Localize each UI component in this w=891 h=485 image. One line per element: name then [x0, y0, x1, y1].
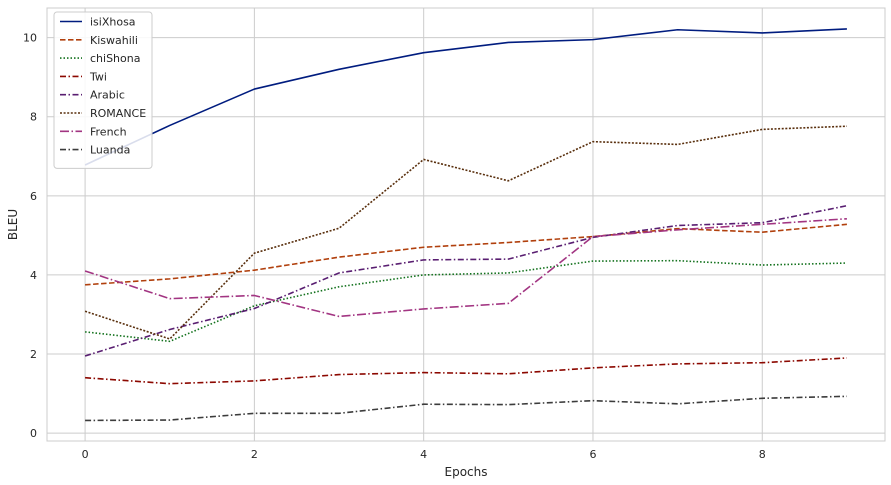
series-line-romance: [84, 125, 847, 340]
x-tick-label: 2: [251, 448, 258, 461]
series-line-twi: [85, 357, 847, 385]
y-tick-label: 8: [30, 111, 37, 124]
legend: isiXhosa Kiswahili chiShona Twi Arabic ROMANC…: [53, 11, 153, 169]
plot-frame: [46, 7, 886, 442]
plot-area: [47, 8, 885, 441]
x-tick-label: 6: [589, 448, 596, 461]
series-line-arabic: [84, 204, 848, 357]
legend-label: Twi: [89, 70, 107, 83]
legend-label: Arabic: [90, 89, 125, 102]
y-tick-label: 6: [30, 190, 37, 203]
grid-lines: [47, 8, 885, 441]
series-line-luanda: [85, 395, 847, 422]
y-axis-label: BLEU: [6, 209, 20, 240]
legend-box: [53, 11, 153, 169]
series-line-isixhosa: [84, 28, 847, 166]
y-tick-label: 4: [30, 269, 37, 282]
y-tick-label: 2: [30, 348, 37, 361]
x-tick-label: 8: [759, 448, 766, 461]
y-tick-labels: 0 2 4 6 8 10: [23, 32, 37, 440]
y-tick-label: 0: [30, 427, 37, 440]
x-tick-label: 0: [82, 448, 89, 461]
legend-label: isiXhosa: [90, 16, 136, 29]
legend-label: Kiswahili: [90, 34, 138, 47]
legend-label: ROMANCE: [90, 107, 146, 120]
y-tick-label: 10: [23, 32, 37, 45]
legend-label: French: [90, 125, 127, 138]
series-layer: [84, 28, 848, 422]
legend-label: Luanda: [90, 144, 130, 157]
series-line-french: [84, 217, 847, 318]
x-tick-labels: 0 2 4 6 8: [82, 448, 766, 461]
x-axis-label: Epochs: [445, 465, 488, 479]
legend-label: chiShona: [90, 52, 140, 65]
x-tick-label: 4: [420, 448, 427, 461]
